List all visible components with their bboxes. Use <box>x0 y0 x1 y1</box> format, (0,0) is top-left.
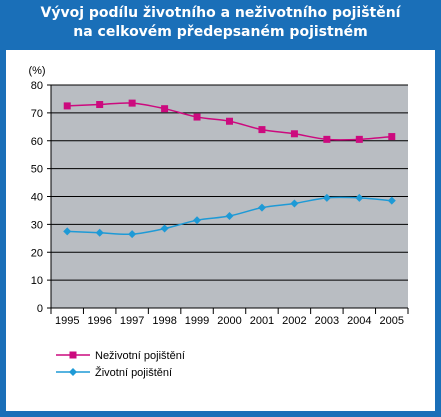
y-tick-label: 60 <box>31 136 43 148</box>
x-tick-label: 2002 <box>282 315 306 327</box>
x-tick-label: 2003 <box>315 315 339 327</box>
data-point-nezivotni <box>355 135 363 143</box>
data-point-zivotni <box>225 212 234 221</box>
data-point-nezivotni <box>290 130 298 138</box>
data-point-nezivotni <box>161 105 169 113</box>
data-point-zivotni <box>355 193 364 202</box>
x-tick-label: 2001 <box>250 315 274 327</box>
data-point-zivotni <box>193 216 202 225</box>
data-point-nezivotni <box>193 113 201 121</box>
chart-title-line2: na celkovém předepsaném pojistném <box>73 24 368 40</box>
y-tick-label: 10 <box>31 275 43 287</box>
data-point-nezivotni <box>388 133 396 141</box>
y-tick-label: 50 <box>31 164 43 176</box>
data-point-zivotni <box>257 203 266 212</box>
chart-title: Vývoj podílu životního a neživotního poj… <box>0 4 441 42</box>
legend-label: Životní pojištění <box>95 366 172 379</box>
data-point-zivotni <box>290 199 299 208</box>
data-point-nezivotni <box>258 126 266 134</box>
legend-marker-square <box>69 351 77 359</box>
data-point-nezivotni <box>96 101 104 109</box>
y-tick-label: 80 <box>31 80 43 92</box>
data-point-zivotni <box>322 193 331 202</box>
data-point-nezivotni <box>226 117 233 125</box>
x-tick-label: 1999 <box>185 315 209 327</box>
data-point-nezivotni <box>63 102 71 110</box>
chart-title-line1: Vývoj podílu životního a neživotního poj… <box>40 5 401 21</box>
data-point-zivotni <box>63 227 72 236</box>
y-tick-label: 0 <box>37 303 43 315</box>
data-point-nezivotni <box>323 135 331 143</box>
data-point-nezivotni <box>128 99 136 107</box>
data-point-zivotni <box>95 228 104 237</box>
x-tick-label: 2000 <box>217 315 241 327</box>
line-chart: 0 10 20 30 40 50 60 70 80 (%) 1995 1996 1997 1998 1999… <box>28 65 409 379</box>
legend-label: Neživotní pojištění <box>95 350 185 362</box>
y-tick-label: 30 <box>31 219 43 231</box>
x-tick-label: 2004 <box>347 315 371 327</box>
x-tick-label: 1996 <box>87 315 111 327</box>
y-tick-label: 70 <box>31 108 43 120</box>
data-point-zivotni <box>160 224 169 233</box>
y-tick-label: 20 <box>31 247 43 259</box>
legend-marker-diamond <box>69 368 77 376</box>
x-tick-label: 1997 <box>120 315 144 327</box>
x-tick-label: 1995 <box>55 315 79 327</box>
chart-panel: 0 10 20 30 40 50 60 70 80 (%) 1995 1996 1997 1998 1999… <box>6 50 435 411</box>
x-tick-label: 2005 <box>380 315 404 327</box>
data-point-zivotni <box>128 230 137 239</box>
y-axis-label: (%) <box>28 65 45 77</box>
x-tick-label: 1998 <box>152 315 176 327</box>
y-tick-label: 40 <box>31 192 43 204</box>
data-point-zivotni <box>387 196 396 205</box>
